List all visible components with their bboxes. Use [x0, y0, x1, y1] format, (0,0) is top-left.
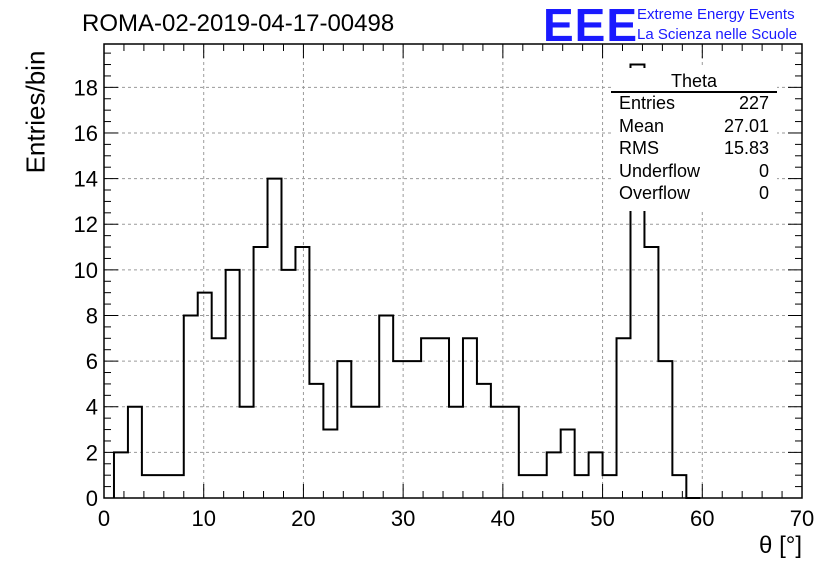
- histogram-bin: [170, 475, 184, 498]
- histogram-bin: [393, 361, 407, 498]
- y-tick-label: 0: [86, 486, 98, 511]
- histogram-bin: [295, 247, 309, 498]
- chart-title: ROMA-02-2019-04-17-00498: [82, 10, 395, 37]
- y-tick-label: 6: [86, 349, 98, 374]
- stats-value: 15.83: [723, 138, 769, 158]
- x-tick-label: 70: [790, 506, 814, 531]
- stats-row: Mean 27.01: [619, 116, 769, 138]
- y-tick-label: 8: [86, 303, 98, 328]
- stats-value: 227: [738, 93, 769, 113]
- x-tick-label: 30: [391, 506, 415, 531]
- histogram-bin: [114, 452, 128, 498]
- x-tick-label: 0: [98, 506, 110, 531]
- stats-row: Overflow 0: [619, 183, 769, 205]
- histogram-bin: [212, 338, 226, 498]
- x-tick-label: 40: [491, 506, 515, 531]
- histogram-bin: [658, 361, 672, 498]
- histogram-bin: [561, 430, 575, 498]
- histogram-bin: [240, 407, 254, 498]
- histogram-bin: [309, 384, 323, 498]
- stats-divider: [611, 91, 777, 93]
- y-tick-label: 10: [74, 258, 98, 283]
- stats-label: RMS: [619, 138, 659, 158]
- x-tick-label: 60: [690, 506, 714, 531]
- eee-logo: EEE: [543, 0, 639, 51]
- stats-value: 0: [758, 161, 769, 181]
- stats-label: Underflow: [619, 161, 701, 181]
- histogram-bin: [421, 338, 435, 498]
- y-tick-label: 4: [86, 395, 98, 420]
- histogram-bin: [323, 430, 337, 498]
- histogram-bin: [519, 475, 533, 498]
- stats-value: 0: [758, 183, 769, 203]
- stats-label: Entries: [619, 93, 676, 113]
- stats-value: 27.01: [723, 116, 769, 136]
- histogram-bin: [198, 293, 212, 498]
- stats-row: Entries 227: [619, 93, 769, 115]
- y-tick-label: 12: [74, 212, 98, 237]
- stats-row: RMS 15.83: [619, 138, 769, 160]
- stats-box: Theta Entries 227 Mean 27.01 RMS 15.83 U…: [611, 68, 777, 211]
- y-tick-label: 2: [86, 440, 98, 465]
- plot-frame: [103, 43, 803, 499]
- histogram-bin: [589, 452, 603, 498]
- y-tick-label: 14: [74, 167, 98, 192]
- x-axis-label: θ [°]: [759, 532, 802, 559]
- histogram-bin: [617, 338, 631, 498]
- histogram-bin: [156, 475, 170, 498]
- histogram-bin: [407, 361, 421, 498]
- x-tick-label: 50: [590, 506, 614, 531]
- histogram-bin: [603, 475, 617, 498]
- stats-label: Mean: [619, 116, 665, 136]
- histogram-bin: [337, 361, 351, 498]
- x-tick-label: 10: [191, 506, 215, 531]
- histogram-bin: [644, 247, 658, 498]
- stats-label: Overflow: [619, 183, 691, 203]
- histogram-bin: [575, 475, 589, 498]
- histogram-bin: [547, 452, 561, 498]
- histogram-bin: [365, 407, 379, 498]
- histogram-outline: [112, 63, 701, 499]
- logo-line-1: Extreme Energy Events: [637, 6, 795, 23]
- histogram-bin: [226, 270, 240, 498]
- stats-title: Theta: [670, 71, 718, 91]
- histogram-bin: [463, 338, 477, 498]
- y-axis-label: Entries/bin: [20, 50, 51, 174]
- histogram-bin: [477, 384, 491, 498]
- y-tick-label: 16: [74, 121, 98, 146]
- y-tick-label: 18: [74, 75, 98, 100]
- histogram-bin: [672, 475, 686, 498]
- histogram-bin: [281, 270, 295, 498]
- histogram-bin: [268, 179, 282, 498]
- stats-row: Underflow 0: [619, 161, 769, 183]
- logo-line-2: La Scienza nelle Scuole: [637, 26, 798, 43]
- histogram-bin: [254, 247, 268, 498]
- histogram-bin: [435, 338, 449, 498]
- histogram-bin: [533, 475, 547, 498]
- x-tick-label: 20: [291, 506, 315, 531]
